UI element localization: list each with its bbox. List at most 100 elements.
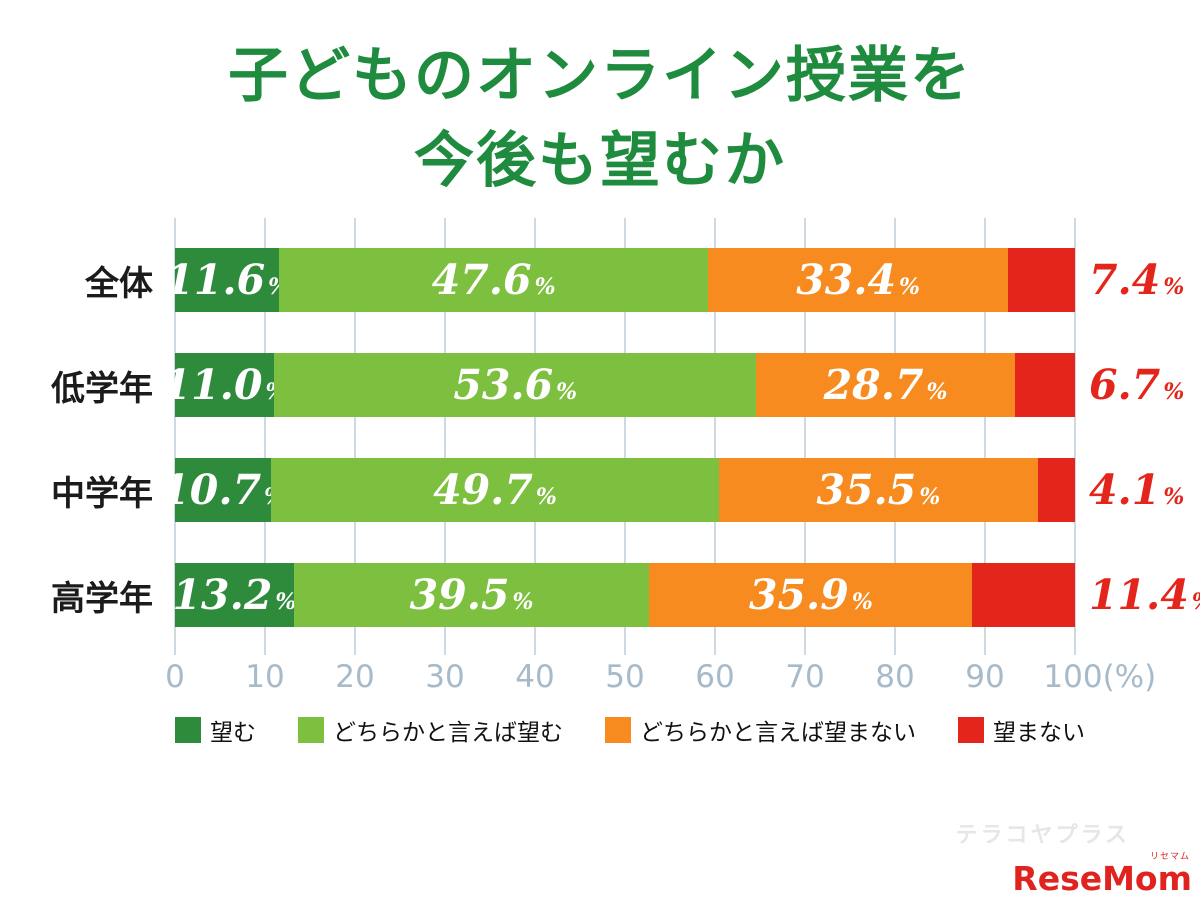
value-label: 4.1% [1089, 466, 1184, 514]
value-label: 13.2% [173, 571, 297, 619]
gridline [354, 218, 356, 656]
chart-title-line1: 子どものオンライン授業を [228, 41, 972, 111]
bar-track: 11.6%47.6%33.4% [165, 248, 1075, 313]
value-label: 35.5% [816, 466, 940, 514]
bar-segment: 10.7% [161, 458, 285, 523]
bar-segment: 33.4% [707, 248, 1009, 313]
bar-segment: 53.6% [274, 353, 757, 418]
gridline [444, 218, 446, 656]
stacked-bar-chart: 全体11.6%47.6%33.4%7.4%低学年11.0%53.6%28.7%6… [0, 218, 1200, 747]
value-number: 53.6 [453, 361, 554, 410]
value-label: 6.7% [1089, 361, 1184, 409]
bar-segment [972, 563, 1075, 628]
bar-segment: 35.5% [718, 458, 1039, 523]
outside-value: 6.7% [1075, 361, 1200, 409]
value-number: 11.6 [165, 256, 266, 305]
x-tick: 70 [785, 659, 825, 696]
gridline [894, 218, 896, 656]
category-label: 全体 [85, 263, 153, 304]
category-label: 低学年 [51, 368, 153, 409]
bar-segment: 28.7% [756, 353, 1015, 418]
percent-sign: % [926, 379, 948, 406]
value-number: 13.2 [172, 571, 273, 620]
value-number: 33.4 [796, 256, 897, 305]
bar-segment [1038, 458, 1075, 523]
legend-label: どちらかと言えば望む [333, 720, 563, 747]
category-label: 高学年 [51, 578, 153, 619]
legend-item: どちらかと言えば望む [298, 713, 563, 747]
gridlines [174, 218, 1076, 656]
x-tick: 40 [515, 659, 555, 696]
bar-segment: 49.7% [271, 458, 719, 523]
legend-swatch [605, 717, 631, 744]
legend-swatch [298, 717, 324, 744]
bar-segment: 11.6% [165, 248, 289, 313]
chart-title: 子どものオンライン授業を 今後も望むか [0, 34, 1200, 204]
value-label: 11.6% [165, 256, 289, 304]
bar-segment: 11.0% [163, 353, 286, 418]
value-label: 11.0% [163, 361, 287, 409]
x-tick: 100(%) [1043, 659, 1157, 696]
percent-sign: % [535, 484, 557, 511]
legend-swatch [958, 717, 984, 744]
bar-track: 13.2% 39.5% 35.9% [173, 563, 1075, 628]
value-label: 11.4% [1089, 571, 1200, 619]
x-tick: 10 [245, 659, 285, 696]
bar-segment: 13.2% [173, 563, 297, 628]
percent-sign: % [851, 589, 873, 616]
bar-track: 10.7%49.7%35.5% [161, 458, 1075, 523]
value-label: 49.7% [433, 466, 557, 514]
legend-label: 望む [210, 720, 256, 747]
percent-sign: % [275, 589, 297, 616]
percent-sign: % [1163, 274, 1185, 301]
chart-rows: 全体11.6%47.6%33.4%7.4%低学年11.0%53.6%28.7%6… [0, 218, 1200, 655]
outside-value: 11.4% [1075, 571, 1200, 619]
x-tick: 80 [875, 659, 915, 696]
x-axis-ticks: 0 10 20 30 40 50 60 70 80 90 100(%) [165, 655, 1156, 705]
legend-item: 望まない [958, 713, 1085, 747]
percent-sign: % [1163, 379, 1185, 406]
value-label: 10.7% [161, 466, 285, 514]
resemom-logo-sub: リセマム [1149, 852, 1190, 862]
bar-segment [1008, 248, 1075, 313]
percent-sign: % [899, 274, 920, 301]
value-label: 35.9% [749, 571, 873, 619]
percent-sign: % [512, 589, 534, 616]
x-tick: 0 [165, 659, 185, 696]
legend-item: どちらかと言えば望まない [605, 713, 916, 747]
bar-segment: 47.6% [279, 248, 708, 313]
percent-sign: % [534, 274, 556, 301]
gridline [534, 218, 536, 656]
value-number: 6.7 [1089, 361, 1161, 410]
gridline [174, 218, 176, 656]
legend: 望む どちらかと言えば望む どちらかと言えば望まない 望まない [175, 713, 1085, 747]
value-number: 35.5 [816, 466, 917, 515]
x-tick: 30 [425, 659, 465, 696]
legend-swatch [175, 717, 201, 744]
category-label: 中学年 [51, 473, 153, 514]
bar-track: 11.0%53.6%28.7% [163, 353, 1075, 418]
value-label: 39.5% [410, 571, 534, 619]
value-number: 39.5 [409, 571, 510, 620]
value-label: 47.6% [432, 256, 556, 304]
value-number: 47.6 [431, 256, 532, 305]
value-number: 28.7 [823, 361, 924, 410]
value-number: 4.1 [1089, 466, 1161, 515]
value-number: 35.9 [748, 571, 849, 620]
value-label: 33.4% [796, 256, 920, 304]
value-number: 49.7 [433, 466, 533, 515]
percent-sign: % [1192, 589, 1200, 615]
resemom-logo: リセマム ReseMom [1012, 849, 1192, 898]
percent-sign: % [556, 379, 578, 406]
value-number: 11.0 [162, 361, 263, 410]
value-label: 7.4% [1089, 256, 1184, 304]
value-number: 10.7 [161, 466, 262, 515]
plot-area: 全体11.6%47.6%33.4%7.4%低学年11.0%53.6%28.7%6… [0, 218, 1200, 705]
chart-title-line2: 今後も望むか [414, 126, 786, 197]
x-tick: 60 [695, 659, 735, 696]
